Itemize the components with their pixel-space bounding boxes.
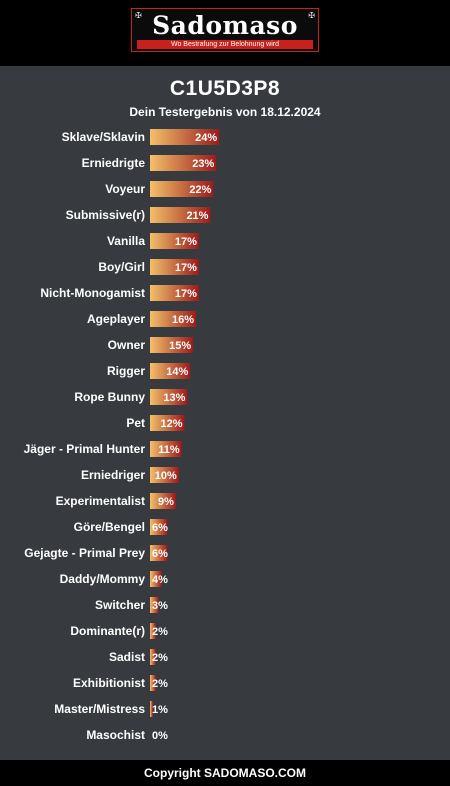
- value-label: 9%: [158, 496, 174, 508]
- bar: [150, 519, 168, 535]
- value-label: 2%: [152, 626, 168, 638]
- bar: [150, 441, 182, 457]
- value-label: 23%: [192, 158, 214, 170]
- value-label: 3%: [152, 600, 168, 612]
- value-label: 14%: [166, 366, 188, 378]
- category-label: Erniedrigte: [82, 156, 146, 170]
- bar: [150, 285, 199, 301]
- category-label: Sklave/Sklavin: [62, 130, 145, 144]
- category-label: Gejagte - Primal Prey: [24, 546, 145, 560]
- logo-tagline: Wo Bestrafung zur Belohnung wird: [137, 40, 313, 49]
- category-label: Boy/Girl: [98, 260, 145, 274]
- category-label: Ageplayer: [87, 312, 145, 326]
- category-label: Owner: [108, 338, 146, 352]
- value-label: 16%: [172, 314, 194, 326]
- category-label: Daddy/Mommy: [60, 572, 146, 586]
- bar: [150, 207, 211, 223]
- value-label: 6%: [152, 522, 168, 534]
- category-label: Rope Bunny: [74, 390, 145, 404]
- bar: [150, 181, 214, 197]
- value-label: 12%: [161, 418, 183, 430]
- category-label: Masochist: [86, 728, 145, 742]
- value-label: 1%: [152, 704, 168, 716]
- value-label: 17%: [175, 262, 197, 274]
- category-label: Vanilla: [107, 234, 145, 248]
- bar: [150, 467, 179, 483]
- cross-ornament-icon: ✠: [308, 11, 315, 20]
- value-label: 6%: [152, 548, 168, 560]
- category-label: Dominante(r): [70, 624, 145, 638]
- bar: [150, 545, 168, 561]
- bar: [150, 363, 191, 379]
- value-label: 0%: [152, 730, 168, 742]
- value-label: 21%: [186, 210, 208, 222]
- category-label: Nicht-Monogamist: [40, 286, 145, 300]
- category-label: Pet: [126, 416, 145, 430]
- bar: [150, 389, 188, 405]
- value-label: 11%: [158, 444, 180, 456]
- bar: [150, 493, 176, 509]
- site-header: ✠ ✠ Sadomaso Wo Bestrafung zur Belohnung…: [0, 0, 450, 66]
- copyright-footer: Copyright SADOMASO.COM: [0, 760, 450, 786]
- bar: [150, 129, 220, 145]
- bar: [150, 675, 156, 691]
- category-label: Voyeur: [105, 182, 145, 196]
- result-subtitle: Dein Testergebnis von 18.12.2024: [129, 105, 321, 119]
- bar: [150, 311, 197, 327]
- value-label: 2%: [152, 652, 168, 664]
- bar: [150, 337, 194, 353]
- result-code: C1U5D3P8: [169, 77, 281, 100]
- category-label: Experimentalist: [56, 494, 145, 508]
- category-label: Master/Mistress: [54, 702, 145, 716]
- value-label: 13%: [163, 392, 185, 404]
- value-label: 24%: [195, 132, 217, 144]
- category-label: Submissive(r): [66, 208, 145, 222]
- bar: [150, 259, 199, 275]
- value-label: 2%: [152, 678, 168, 690]
- category-label: Göre/Bengel: [74, 520, 145, 534]
- bar: [150, 623, 156, 639]
- bar: [150, 571, 162, 587]
- cross-ornament-icon: ✠: [135, 11, 142, 20]
- category-label: Exhibitionist: [73, 676, 145, 690]
- bar: [150, 233, 199, 249]
- bar: [150, 155, 217, 171]
- bar: [150, 415, 185, 431]
- bar: [150, 701, 153, 717]
- bar: [150, 649, 156, 665]
- value-label: 17%: [175, 236, 197, 248]
- category-label: Erniedriger: [81, 468, 145, 482]
- value-label: 4%: [152, 574, 168, 586]
- category-label: Switcher: [95, 598, 145, 612]
- value-label: 22%: [189, 184, 211, 196]
- site-logo[interactable]: ✠ ✠ Sadomaso Wo Bestrafung zur Belohnung…: [131, 8, 319, 52]
- category-label: Jäger - Primal Hunter: [24, 442, 146, 456]
- result-bar-chart: Sklave/Sklavin 24% Erniedrigte 23% Voyeur 22%…: [24, 129, 220, 742]
- value-label: 15%: [169, 340, 191, 352]
- result-panel: C1U5D3P8 Dein Testergebnis von 18.12.202…: [0, 66, 450, 760]
- category-label: Sadist: [109, 650, 145, 664]
- category-label: Rigger: [107, 364, 145, 378]
- value-label: 10%: [155, 470, 177, 482]
- value-label: 17%: [175, 288, 197, 300]
- bar: [150, 597, 159, 613]
- logo-wordmark: Sadomaso: [152, 11, 298, 40]
